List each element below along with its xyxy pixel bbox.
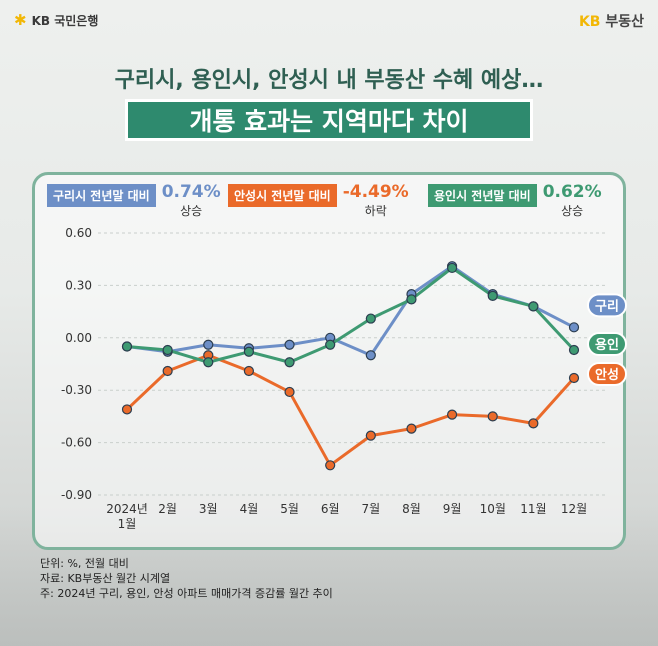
data-point-안성 xyxy=(406,423,417,434)
data-point-용인 xyxy=(406,294,417,305)
series-end-label: 구리 xyxy=(595,298,619,314)
x-tick-label: 3월 xyxy=(199,502,218,516)
data-point-용인 xyxy=(284,357,295,368)
data-point-안성 xyxy=(243,365,255,377)
series-end-badge xyxy=(587,361,627,386)
data-point-안성 xyxy=(446,409,458,420)
legend-yongin-label: 용인시 전년말 대비 xyxy=(428,184,537,207)
x-tick-label: 9월 xyxy=(443,502,462,516)
data-point-안성 xyxy=(568,372,580,384)
kb-bank-name: KB 국민은행 xyxy=(31,14,99,28)
x-tick-label: 4월 xyxy=(240,502,259,516)
legend-anseong-label: 안성시 전년말 대비 xyxy=(228,184,337,207)
chart-grid xyxy=(98,232,608,496)
series-end-label: 용인 xyxy=(595,337,619,353)
x-tick-label: 5월 xyxy=(280,502,299,516)
data-point-구리 xyxy=(284,339,295,350)
data-point-용인 xyxy=(162,344,173,356)
headline-line2: 개통 효과는 지역마다 차이 xyxy=(125,99,533,141)
data-point-안성 xyxy=(528,418,539,429)
legend-guri: 구리시 전년말 대비 0.74% 상승 xyxy=(47,184,221,217)
legend-guri-label: 구리시 전년말 대비 xyxy=(47,184,156,207)
data-point-안성 xyxy=(487,411,498,422)
x-tick-label: 11월 xyxy=(520,502,546,516)
data-point-안성 xyxy=(284,386,295,398)
x-tick-label: 2024년 1월 xyxy=(106,502,148,531)
x-tick-label: 8월 xyxy=(402,502,421,516)
y-tick-label: -0.90 xyxy=(61,488,92,502)
legend-guri-value: 0.74% xyxy=(161,182,221,202)
y-tick-label: -0.30 xyxy=(61,383,92,397)
kb-realty-kb: KB xyxy=(578,14,601,30)
data-point-안성 xyxy=(365,430,376,441)
series-end-badge xyxy=(587,293,627,318)
data-point-안성 xyxy=(121,404,133,415)
data-point-용인 xyxy=(528,301,539,312)
kb-star-icon: ✱ xyxy=(14,11,27,29)
x-tick-label: 12월 xyxy=(561,502,587,516)
x-tick-label: 2월 xyxy=(158,502,177,516)
data-point-안성 xyxy=(162,365,173,377)
data-point-용인 xyxy=(203,357,214,368)
y-tick-label: 0.30 xyxy=(65,278,92,292)
x-tick-label: 6월 xyxy=(321,502,340,516)
legend-yongin-direction: 상승 xyxy=(561,204,584,218)
data-point-용인 xyxy=(446,262,458,274)
footnote-remark: 주: 2024년 구리, 용인, 안성 아파트 매매가격 증감률 월간 추이 xyxy=(40,587,333,600)
footnote-unit: 단위: %, 전월 대비 xyxy=(40,557,129,570)
x-tick-label: 10월 xyxy=(480,502,506,516)
data-point-용인 xyxy=(121,341,133,352)
legend-anseong: 안성시 전년말 대비 -4.49% 하락 xyxy=(228,184,409,217)
data-point-구리 xyxy=(203,339,214,350)
x-axis-ticks: 2024년 1월 2월 3월 4월 5월 6월 7월 8월 9월 10월 11월 12월 xyxy=(106,502,587,531)
legend-anseong-direction: 하락 xyxy=(364,204,387,218)
data-point-용인 xyxy=(487,290,498,301)
y-tick-label: -0.60 xyxy=(61,436,92,450)
y-tick-label: 0.60 xyxy=(65,226,92,240)
y-axis-ticks: 0.60 0.30 0.00 -0.30 -0.60 -0.90 xyxy=(61,226,92,502)
series-points xyxy=(121,261,580,471)
legend-yongin-value: 0.62% xyxy=(542,182,602,202)
kb-realty-name: 부동산 xyxy=(605,14,644,30)
series-end-label: 안성 xyxy=(595,367,619,383)
data-point-용인 xyxy=(243,346,255,357)
y-tick-label: 0.00 xyxy=(65,331,92,345)
data-point-용인 xyxy=(365,313,376,324)
legend-anseong-value: -4.49% xyxy=(342,182,409,202)
series-line-안성 xyxy=(125,353,576,467)
data-point-구리 xyxy=(365,350,376,361)
footnote-source: 자료: KB부동산 월간 시계열 xyxy=(40,572,171,585)
data-point-용인 xyxy=(568,344,580,356)
chart-card xyxy=(32,172,626,550)
kb-bank-logo: ✱ KB 국민은행 xyxy=(14,12,98,29)
headline-line1: 구리시, 용인시, 안성시 내 부동산 수혜 예상… xyxy=(114,68,544,93)
legend-guri-direction: 상승 xyxy=(180,204,203,218)
legend-yongin: 용인시 전년말 대비 0.62% 상승 xyxy=(428,184,602,217)
series-lines xyxy=(125,264,576,467)
footnotes: 단위: %, 전월 대비 자료: KB부동산 월간 시계열 주: 2024년 구… xyxy=(40,556,333,601)
series-line-구리 xyxy=(126,264,575,357)
series-line-용인 xyxy=(126,266,576,364)
kb-realty-logo: KB 부동산 xyxy=(579,11,644,31)
x-tick-label: 7월 xyxy=(361,502,380,516)
series-end-badge xyxy=(587,332,627,357)
data-point-안성 xyxy=(325,460,336,471)
data-point-용인 xyxy=(325,339,336,350)
data-point-구리 xyxy=(568,322,580,333)
